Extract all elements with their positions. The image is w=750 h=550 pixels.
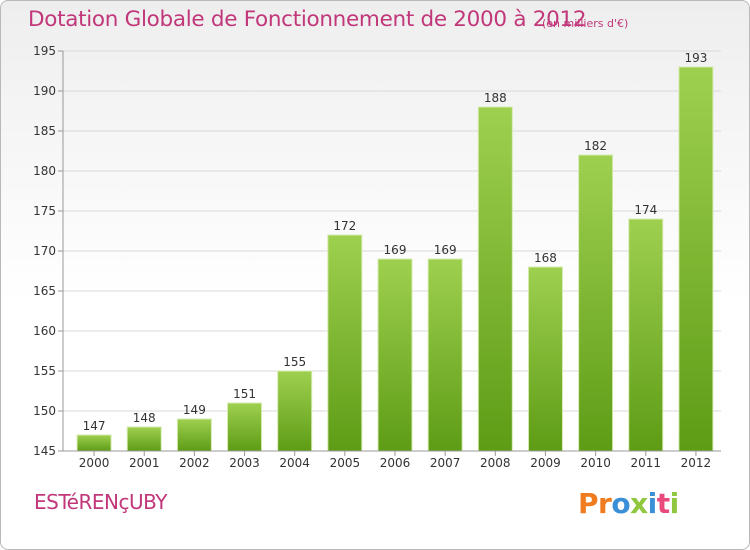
y-tick-label: 150 bbox=[33, 404, 56, 418]
bar bbox=[427, 258, 463, 452]
bar-value-label: 172 bbox=[333, 219, 356, 233]
logo-letter: P bbox=[578, 487, 599, 520]
x-tick-label: 2005 bbox=[330, 456, 361, 470]
x-tick-label: 2003 bbox=[229, 456, 260, 470]
bar-value-label: 168 bbox=[534, 251, 557, 265]
chart-title: Dotation Globale de Fonctionnement de 20… bbox=[28, 7, 587, 32]
bar-value-label: 188 bbox=[484, 91, 507, 105]
bar bbox=[277, 370, 313, 452]
chart-subtitle: (en milliers d'€) bbox=[542, 17, 629, 30]
bar bbox=[176, 418, 212, 452]
bar-value-label: 174 bbox=[634, 203, 657, 217]
x-tick-label: 2001 bbox=[129, 456, 160, 470]
x-tick-label: 2008 bbox=[480, 456, 511, 470]
bar bbox=[628, 218, 664, 452]
bar bbox=[477, 106, 513, 452]
y-tick-label: 195 bbox=[33, 44, 56, 58]
y-tick-label: 160 bbox=[33, 324, 56, 338]
bar-value-label: 169 bbox=[434, 243, 457, 257]
bar-value-label: 148 bbox=[133, 411, 156, 425]
x-tick-label: 2002 bbox=[179, 456, 210, 470]
bar bbox=[578, 154, 614, 452]
bar bbox=[126, 426, 162, 452]
y-tick-label: 180 bbox=[33, 164, 56, 178]
logo-letter: t bbox=[656, 487, 670, 520]
bar-value-label: 149 bbox=[183, 403, 206, 417]
x-tick-label: 2010 bbox=[580, 456, 611, 470]
bar bbox=[678, 66, 714, 452]
y-tick-label: 175 bbox=[33, 204, 56, 218]
x-tick-label: 2012 bbox=[681, 456, 712, 470]
y-tick-label: 155 bbox=[33, 364, 56, 378]
logo-letter: i bbox=[647, 487, 658, 520]
bar-value-label: 155 bbox=[283, 355, 306, 369]
y-tick-label: 190 bbox=[33, 84, 56, 98]
bar-value-label: 169 bbox=[384, 243, 407, 257]
x-tick-label: 2011 bbox=[630, 456, 661, 470]
x-tick-label: 2004 bbox=[279, 456, 310, 470]
x-tick-label: 2007 bbox=[430, 456, 461, 470]
y-tick-label: 170 bbox=[33, 244, 56, 258]
y-tick-label: 145 bbox=[33, 444, 56, 458]
y-tick-label: 165 bbox=[33, 284, 56, 298]
bar bbox=[527, 266, 563, 452]
bar-value-label: 182 bbox=[584, 139, 607, 153]
logo-letter: x bbox=[630, 487, 648, 520]
x-tick-label: 2006 bbox=[380, 456, 411, 470]
logo-letter: r bbox=[598, 487, 612, 520]
x-tick-label: 2009 bbox=[530, 456, 561, 470]
logo-letter: i bbox=[669, 487, 680, 520]
bar bbox=[327, 234, 363, 452]
bar-value-label: 151 bbox=[233, 387, 256, 401]
bar bbox=[227, 402, 263, 452]
commune-name: ESTéRENçUBY bbox=[34, 490, 167, 514]
bar bbox=[377, 258, 413, 452]
proxiti-logo: Proxiti bbox=[578, 487, 679, 520]
bar bbox=[76, 434, 112, 452]
logo-letter: o bbox=[611, 487, 631, 520]
y-tick-label: 185 bbox=[33, 124, 56, 138]
bar-value-label: 193 bbox=[684, 51, 707, 65]
bar-value-label: 147 bbox=[83, 419, 106, 433]
x-tick-label: 2000 bbox=[79, 456, 110, 470]
